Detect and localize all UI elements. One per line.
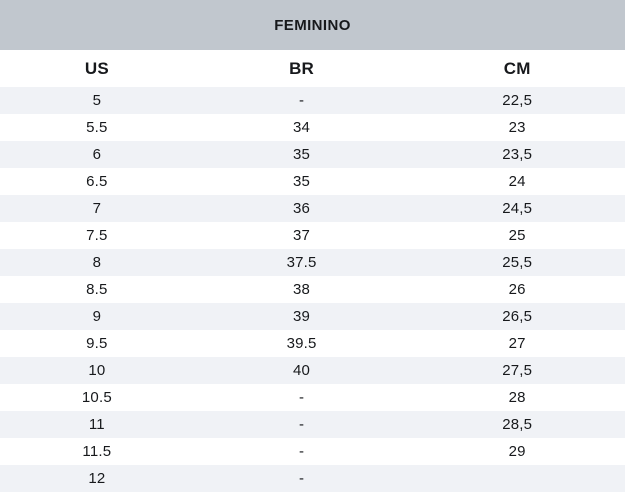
table-cell: 11.5 (82, 443, 112, 460)
table-cell: 5.5 (86, 119, 108, 136)
table-cell: 28 (508, 389, 526, 406)
table-cell: 25 (508, 227, 526, 244)
table-row: 11.5 - 29 (0, 438, 625, 465)
table-cell: 34 (293, 119, 311, 136)
table-cell: 36 (293, 200, 311, 217)
table-cell: 6 (92, 146, 102, 163)
table-cell: 39.5 (286, 335, 317, 352)
table-cell: 26 (508, 281, 526, 298)
table-row: 6.5 35 24 (0, 168, 625, 195)
table-row: 7.5 37 25 (0, 222, 625, 249)
table-cell: 6.5 (86, 173, 108, 190)
table-cell: 39 (293, 308, 311, 325)
table-row: 8.5 38 26 (0, 276, 625, 303)
table-cell: 9.5 (86, 335, 108, 352)
table-cell: - (298, 416, 305, 433)
table-row: 5.5 34 23 (0, 114, 625, 141)
header-row: US BR CM (0, 50, 625, 87)
table-cell: 10.5 (81, 389, 112, 406)
table-cell (409, 465, 625, 492)
table-row: 12 - (0, 465, 625, 492)
table-row: 5 - 22,5 (0, 87, 625, 114)
table-cell: 7.5 (86, 227, 108, 244)
table-cell: 24,5 (502, 200, 533, 217)
table-cell: 12 (88, 470, 106, 487)
table-row: 8 37.5 25,5 (0, 249, 625, 276)
table-cell: 23 (508, 119, 526, 136)
table-cell: 26,5 (502, 308, 533, 325)
table-cell: - (298, 92, 305, 109)
table-cell: 35 (293, 146, 311, 163)
table-cell: - (298, 470, 305, 487)
size-table: US BR CM 5 - 22,5 5.5 34 23 6 35 23,5 6.5 35 24 7 36 2… (0, 50, 625, 492)
table-row: 9 39 26,5 (0, 303, 625, 330)
table-cell: 9 (92, 308, 102, 325)
table-cell: 40 (293, 362, 311, 379)
table-title: FEMININO (274, 16, 351, 34)
table-row: 9.5 39.5 27 (0, 330, 625, 357)
table-row: 11 - 28,5 (0, 411, 625, 438)
table-row: 7 36 24,5 (0, 195, 625, 222)
table-cell: 11 (88, 416, 105, 433)
column-header-br: BR (193, 50, 410, 87)
table-title-band: FEMININO (0, 0, 625, 50)
table-cell: 28,5 (502, 416, 533, 433)
table-row: 10 40 27,5 (0, 357, 625, 384)
table-cell: 22,5 (502, 92, 533, 109)
table-row: 10.5 - 28 (0, 384, 625, 411)
column-header-cm: CM (409, 50, 625, 87)
table-cell: - (298, 443, 305, 460)
table-cell: 27,5 (502, 362, 533, 379)
table-cell: 7 (92, 200, 102, 217)
table-cell: 37 (293, 227, 311, 244)
table-cell: 38 (293, 281, 311, 298)
table-cell: 8 (92, 254, 102, 271)
table-cell: 23,5 (502, 146, 533, 163)
table-cell: 5 (92, 92, 102, 109)
table-cell: 10 (88, 362, 106, 379)
table-row: 6 35 23,5 (0, 141, 625, 168)
table-cell: 24 (508, 173, 526, 190)
table-cell: 8.5 (86, 281, 108, 298)
table-cell: 29 (508, 443, 526, 460)
table-body: 5 - 22,5 5.5 34 23 6 35 23,5 6.5 35 24 7 36 24,5 7.5 37 2… (0, 87, 625, 492)
column-header-us: US (0, 50, 194, 87)
table-cell: 25,5 (502, 254, 533, 271)
table-cell: 35 (293, 173, 311, 190)
table-cell: - (298, 389, 305, 406)
table-cell: 37.5 (286, 254, 317, 271)
table-cell: 27 (508, 335, 526, 352)
